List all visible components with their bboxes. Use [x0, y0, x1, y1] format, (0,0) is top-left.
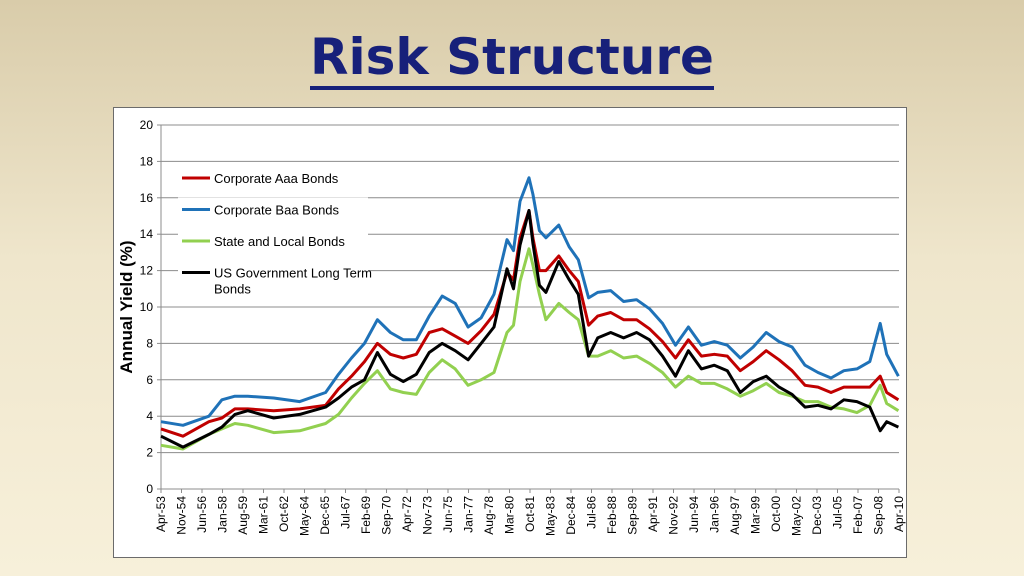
x-tick-label: Mar-61: [257, 496, 271, 534]
slide-title-text: Risk Structure: [310, 28, 714, 90]
series-line-2: [160, 176, 900, 427]
legend-label: State and Local Bonds: [214, 234, 345, 249]
y-tick-label: 0: [146, 482, 153, 496]
series-line-1: [160, 209, 900, 438]
y-tick-label: 18: [140, 154, 154, 168]
x-tick-label: Apr-91: [646, 496, 660, 532]
x-tick-label: Oct-81: [523, 496, 537, 532]
x-tick-label: Jan-58: [216, 496, 230, 533]
x-tick-label: May-02: [790, 496, 804, 536]
x-tick-label: Dec-03: [810, 496, 824, 535]
x-tick-label: Jan-96: [708, 496, 722, 533]
x-tick-label: Feb-88: [605, 496, 619, 534]
legend-label: Corporate Baa Bonds: [214, 203, 340, 218]
x-tick-label: Nov-92: [667, 496, 681, 535]
x-tick-label: Jul-86: [585, 496, 599, 529]
x-tick-label: May-83: [544, 496, 558, 536]
y-tick-label: 10: [140, 300, 154, 314]
x-tick-label: Oct-62: [277, 496, 291, 532]
x-tick-label: Dec-65: [318, 496, 332, 535]
y-tick-label: 4: [146, 409, 153, 423]
series-line-3: [160, 247, 900, 451]
y-tick-label: 12: [140, 264, 154, 278]
x-tick-label: Jun-56: [195, 496, 209, 533]
slide-title: Risk Structure: [0, 28, 1024, 90]
series-lines: [160, 176, 900, 451]
x-tick-label: Mar-99: [749, 496, 763, 534]
x-tick-label: Jul-67: [339, 496, 353, 529]
x-tick-label: Sep-08: [872, 496, 886, 535]
x-tick-label: May-64: [298, 496, 312, 536]
x-tick-label: Jul-05: [831, 496, 845, 529]
line-chart: 0 2 4 6 8 10 12 14 16 18 20 Apr-53 Nov-54 Jun-56 Jan-5…: [117, 118, 906, 536]
x-tick-label: Apr-53: [154, 496, 168, 532]
legend-label: US Government Long Term Bonds: [214, 266, 372, 297]
axes: 0 2 4 6 8 10 12 14 16 18 20 Apr-53 Nov-54 Jun-56 Jan-5…: [117, 118, 906, 536]
x-tick-label: Sep-89: [626, 496, 640, 535]
x-tick-label: Feb-07: [851, 496, 865, 534]
y-tick-label: 16: [140, 191, 154, 205]
chart-frame: 0 2 4 6 8 10 12 14 16 18 20 Apr-53 Nov-54 Jun-56 Jan-5…: [113, 107, 907, 558]
x-tick-label: Apr-72: [400, 496, 414, 532]
x-tick-label: Aug-97: [728, 496, 742, 535]
x-tick-label: Oct-00: [769, 496, 783, 532]
x-tick-label: Nov-73: [421, 496, 435, 535]
series-line-4: [160, 209, 900, 449]
x-tick-label: Mar-80: [503, 496, 517, 534]
legend: Corporate Aaa Bonds Corporate Baa Bonds St…: [178, 166, 372, 297]
x-tick-label: Aug-78: [482, 496, 496, 535]
x-tick-label: Aug-59: [236, 496, 250, 535]
x-tick-label: Jun-75: [441, 496, 455, 533]
y-tick-label: 20: [140, 118, 154, 132]
x-tick-label: Apr-10: [892, 496, 906, 532]
legend-label: Corporate Aaa Bonds: [214, 171, 339, 186]
x-tick-label: Feb-69: [359, 496, 373, 534]
y-tick-label: 8: [146, 336, 153, 350]
y-tick-label: 6: [146, 373, 153, 387]
y-tick-label: 14: [140, 227, 154, 241]
x-tick-label: Jan-77: [462, 496, 476, 533]
y-tick-label: 2: [146, 446, 153, 460]
x-tick-label: Dec-84: [564, 496, 578, 535]
y-axis-label: Annual Yield (%): [117, 240, 136, 373]
x-tick-label: Jun-94: [687, 496, 701, 533]
x-tick-label: Sep-70: [380, 496, 394, 535]
x-tick-label: Nov-54: [175, 496, 189, 535]
